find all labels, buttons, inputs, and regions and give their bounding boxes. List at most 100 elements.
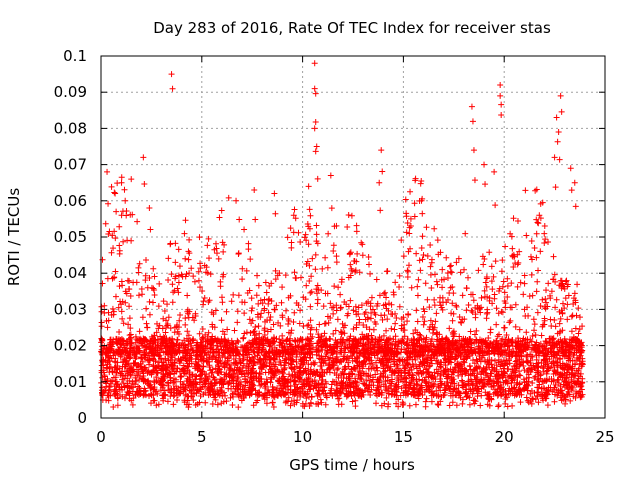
data-point xyxy=(534,363,541,370)
data-point xyxy=(409,371,416,378)
data-point xyxy=(317,362,324,369)
data-point xyxy=(194,364,201,371)
data-point xyxy=(353,381,360,388)
data-point xyxy=(109,368,116,375)
data-point xyxy=(471,360,478,367)
data-point xyxy=(387,363,394,370)
data-point xyxy=(453,385,460,392)
data-point xyxy=(509,366,516,373)
data-point xyxy=(374,386,381,393)
data-point xyxy=(312,359,319,366)
data-point xyxy=(386,355,393,362)
data-point xyxy=(238,344,245,351)
data-point xyxy=(254,352,261,359)
data-point xyxy=(421,388,428,395)
data-point xyxy=(412,356,419,363)
data-point xyxy=(186,369,193,376)
data-point xyxy=(365,372,372,379)
data-point xyxy=(222,359,229,366)
data-point xyxy=(574,378,581,385)
data-point xyxy=(217,343,224,350)
data-point xyxy=(280,391,287,398)
data-point xyxy=(287,376,294,383)
data-point xyxy=(427,362,434,369)
data-point xyxy=(365,354,372,361)
data-point xyxy=(535,388,542,395)
data-point xyxy=(494,372,501,379)
data-point xyxy=(382,383,389,390)
data-point xyxy=(505,366,512,373)
data-point xyxy=(390,336,397,343)
data-point xyxy=(103,383,110,390)
data-point xyxy=(311,377,318,384)
data-point xyxy=(529,380,536,387)
data-point xyxy=(124,375,131,382)
data-point xyxy=(544,390,551,397)
data-point xyxy=(462,338,469,345)
data-point xyxy=(460,356,467,363)
data-point xyxy=(212,365,219,372)
data-point xyxy=(453,392,460,399)
data-point xyxy=(278,343,285,350)
data-point xyxy=(318,366,325,373)
data-point xyxy=(189,371,196,378)
data-point xyxy=(280,385,287,392)
data-point xyxy=(419,377,426,384)
data-point xyxy=(409,356,416,363)
data-point xyxy=(183,335,190,342)
data-point xyxy=(310,385,317,392)
data-point xyxy=(276,375,283,382)
data-point xyxy=(401,346,408,353)
data-point xyxy=(438,364,445,371)
data-point xyxy=(289,356,296,363)
data-point xyxy=(492,357,499,364)
data-point xyxy=(473,365,480,372)
data-point xyxy=(282,355,289,362)
data-point xyxy=(218,388,225,395)
data-point xyxy=(352,378,359,385)
data-point xyxy=(441,380,448,387)
data-point xyxy=(388,378,395,385)
data-point xyxy=(266,363,273,370)
data-point xyxy=(240,383,247,390)
data-point xyxy=(322,378,329,385)
data-point xyxy=(345,359,352,366)
data-point xyxy=(493,375,500,382)
data-point xyxy=(307,354,314,361)
data-point xyxy=(239,364,246,371)
data-point xyxy=(379,389,386,396)
data-point xyxy=(276,387,283,394)
data-point xyxy=(534,392,541,399)
data-point xyxy=(135,369,142,376)
data-point xyxy=(540,378,547,385)
data-point xyxy=(234,375,241,382)
data-point xyxy=(414,381,421,388)
data-point xyxy=(470,357,477,364)
data-point xyxy=(447,383,454,390)
data-point xyxy=(267,374,274,381)
data-point xyxy=(456,362,463,369)
data-point xyxy=(433,366,440,373)
data-point xyxy=(214,386,221,393)
data-point xyxy=(177,378,184,385)
data-point xyxy=(329,355,336,362)
data-point xyxy=(156,359,163,366)
data-point xyxy=(113,366,120,373)
data-point xyxy=(193,360,200,367)
data-point xyxy=(470,381,477,388)
data-point xyxy=(147,384,154,391)
data-point xyxy=(277,358,284,365)
data-point xyxy=(132,355,139,362)
data-point xyxy=(512,358,519,365)
data-point xyxy=(234,337,241,344)
data-point xyxy=(479,368,486,375)
data-point xyxy=(565,388,572,395)
data-point xyxy=(105,387,112,394)
data-point xyxy=(493,390,500,397)
data-point xyxy=(428,383,435,390)
data-point xyxy=(557,356,564,363)
data-point xyxy=(167,377,174,384)
data-point xyxy=(374,364,381,371)
data-point xyxy=(306,378,313,385)
